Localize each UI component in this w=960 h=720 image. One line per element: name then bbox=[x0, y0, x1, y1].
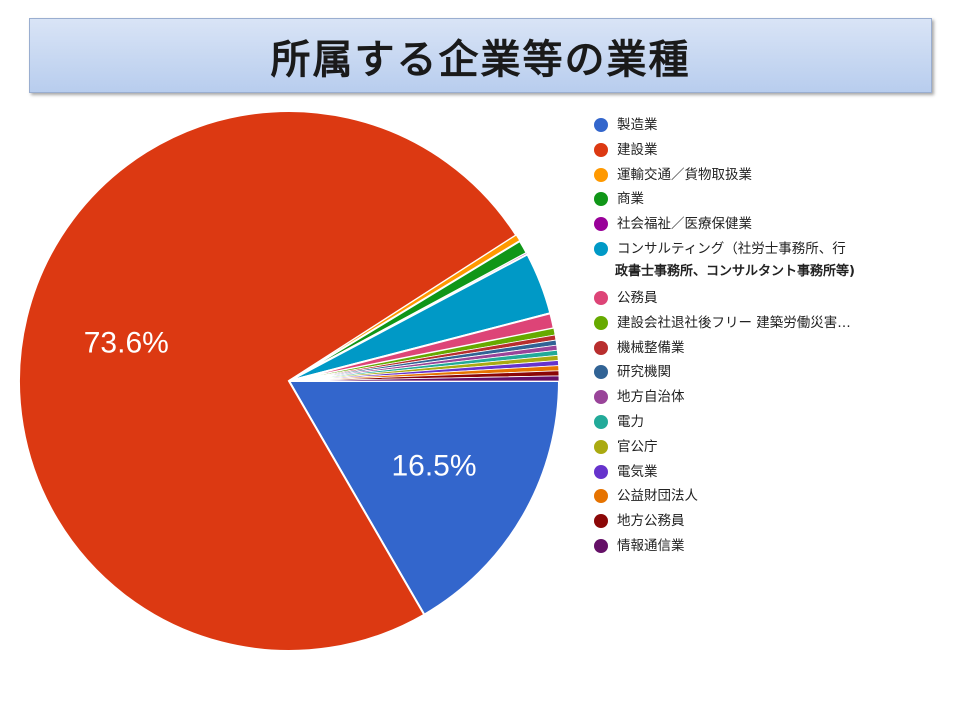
legend-label-5-cont: 政書士事務所、コンサルタント事務所等) bbox=[615, 263, 855, 279]
legend-label-4: 社会福祉／医療保健業 bbox=[617, 216, 752, 233]
legend-swatch-11 bbox=[594, 414, 608, 429]
legend-label-15: 地方公務員 bbox=[617, 513, 685, 530]
legend-label-16: 情報通信業 bbox=[617, 537, 685, 554]
data-label-1: 73.6% bbox=[84, 327, 169, 360]
legend-label-12: 官公庁 bbox=[617, 438, 658, 455]
legend-item-11: 電力 bbox=[592, 412, 942, 437]
legend-label-5: コンサルティング（社労士事務所、行 bbox=[617, 240, 846, 257]
legend-swatch-3 bbox=[594, 192, 608, 207]
legend-swatch-0 bbox=[594, 118, 608, 132]
legend-label-8: 機械整備業 bbox=[617, 339, 685, 356]
legend-swatch-7 bbox=[594, 315, 608, 330]
pie-slice-0 bbox=[287, 380, 561, 617]
legend-swatch-2 bbox=[594, 167, 608, 182]
pie-slice-1 bbox=[18, 110, 518, 652]
data-label-0: 16.5% bbox=[391, 450, 476, 483]
legend-label-10: 地方自治体 bbox=[617, 389, 685, 406]
legend-item-8: 機械整備業 bbox=[592, 338, 942, 363]
legend-label-7: 建設会社退社後フリー 建築労働災害… bbox=[617, 314, 851, 331]
legend-label-0: 製造業 bbox=[617, 117, 658, 133]
legend: 製造業建設業運輸交通／貨物取扱業 商業社会福祉／医療保健業コンサルティング（社労士… bbox=[592, 115, 942, 561]
legend-item-12: 官公庁 bbox=[592, 437, 942, 462]
legend-label-1: 建設業 bbox=[617, 141, 658, 158]
legend-item-6: 公務員 bbox=[592, 288, 942, 313]
legend-swatch-9 bbox=[594, 365, 608, 380]
legend-label-14: 公益財団法人 bbox=[617, 488, 698, 505]
legend-swatch-4 bbox=[594, 217, 608, 232]
legend-swatch-15 bbox=[594, 514, 608, 529]
legend-item-16: 情報通信業 bbox=[592, 536, 942, 561]
legend-item-15: 地方公務員 bbox=[592, 511, 942, 536]
legend-item-3: 商業 bbox=[592, 189, 942, 214]
legend-label-13: 電気業 bbox=[617, 463, 658, 480]
legend-swatch-8 bbox=[594, 340, 608, 355]
legend-swatch-1 bbox=[594, 142, 608, 157]
legend-swatch-13 bbox=[594, 464, 608, 479]
legend-label-2: 運輸交通／貨物取扱業 bbox=[617, 166, 752, 183]
pie-slice-16 bbox=[288, 375, 560, 382]
legend-item-13: 電気業 bbox=[592, 462, 942, 487]
title-banner: 所属する企業等の業種 bbox=[29, 18, 932, 93]
legend-item-7: 建設会社退社後フリー 建築労働災害… bbox=[592, 313, 942, 338]
legend-label-3: 商業 bbox=[617, 191, 644, 208]
legend-item-10: 地方自治体 bbox=[592, 387, 942, 412]
legend-swatch-6 bbox=[594, 290, 608, 305]
legend-item-1: 建設業 bbox=[592, 140, 942, 165]
legend-label-6: 公務員 bbox=[617, 289, 658, 306]
legend-swatch-5 bbox=[594, 241, 608, 256]
legend-label-9: 研究機関 bbox=[617, 364, 671, 381]
legend-swatch-12 bbox=[594, 439, 608, 454]
legend-item-4: 社会福祉／医療保健業 bbox=[592, 214, 942, 239]
legend-item-0: 製造業 bbox=[592, 115, 942, 140]
legend-item-2: 運輸交通／貨物取扱業 bbox=[592, 165, 942, 190]
legend-swatch-16 bbox=[594, 538, 608, 553]
legend-swatch-14 bbox=[594, 489, 608, 504]
pie-chart: 16.5% 73.6% bbox=[18, 110, 561, 652]
legend-swatch-10 bbox=[594, 390, 608, 405]
legend-item-9: 研究機関 bbox=[592, 362, 942, 387]
legend-item-14: 公益財団法人 bbox=[592, 486, 942, 511]
legend-label-11: 電力 bbox=[617, 413, 644, 430]
legend-item-5: コンサルティング（社労士事務所、行 政書士事務所、コンサルタント事務所等) bbox=[592, 239, 942, 288]
chart-title: 所属する企業等の業種 bbox=[270, 36, 691, 83]
